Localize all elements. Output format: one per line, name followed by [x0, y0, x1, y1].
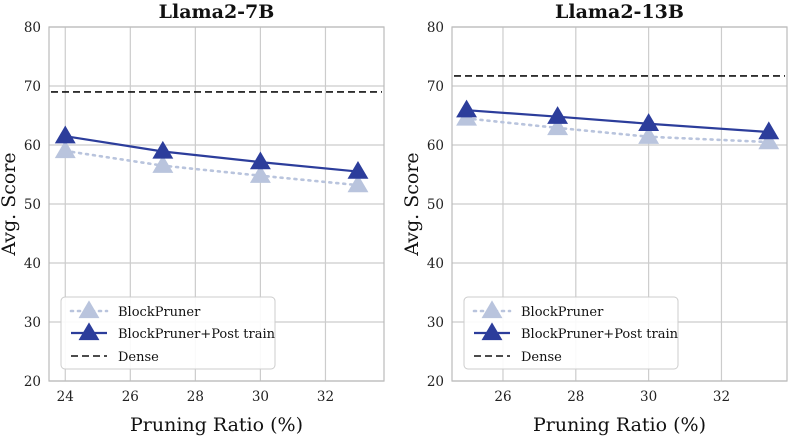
legend-marker-blockpruner	[78, 300, 100, 319]
legend-label-blockpruner: BlockPruner	[118, 305, 201, 320]
x-tick-label: 24	[57, 389, 74, 405]
point-blockpruner-post-train	[456, 99, 478, 118]
point-blockpruner	[347, 174, 369, 193]
chart-panel-2: 20 30 40 50 60 70 80 26 28 30 32 Llama2-13B Pruning …	[401, 1, 788, 436]
plot-frame	[48, 26, 385, 382]
y-tick-label: 50	[24, 197, 41, 213]
legend-box	[463, 296, 679, 370]
x-tick-label: 30	[252, 389, 269, 405]
x-axis-label: Pruning Ratio (%)	[130, 414, 303, 436]
legend-label-dense: Dense	[521, 350, 562, 365]
y-tick-label: 30	[427, 315, 444, 331]
legend-label-blockpruner: BlockPruner	[521, 305, 604, 320]
series-line-blockpruner-post-train	[64, 135, 360, 173]
y-tick-label: 20	[24, 374, 41, 390]
legend: BlockPruner BlockPruner+Post train Dense	[60, 296, 276, 370]
point-blockpruner-post-train	[249, 151, 271, 170]
legend-marker-blockpruner	[481, 300, 503, 319]
legend-label-blockpruner-post-train: BlockPruner+Post train	[521, 327, 679, 342]
point-blockpruner-post-train	[347, 160, 369, 179]
chart-panel-1: 20 30 40 50 60 70 80 24 26 28 30 32 Llama2-7B Pruning…	[0, 1, 385, 436]
y-tick-label: 60	[427, 138, 444, 154]
y-tick-label: 50	[427, 197, 444, 213]
point-blockpruner-post-train	[547, 106, 569, 124]
x-tick-label: 26	[494, 389, 511, 405]
point-blockpruner-post-train	[54, 125, 76, 144]
y-tick-label: 80	[24, 20, 41, 36]
x-tick-label: 30	[640, 389, 657, 405]
legend: BlockPruner BlockPruner+Post train Dense	[463, 296, 679, 370]
x-tick-label: 32	[713, 389, 730, 405]
plot-frame	[451, 26, 788, 382]
y-tick-label: 70	[24, 79, 41, 95]
x-tick-label: 26	[122, 389, 139, 405]
point-blockpruner	[249, 165, 271, 183]
chart-title: Llama2-7B	[159, 1, 275, 23]
point-blockpruner-post-train	[758, 121, 780, 140]
x-axis-label: Pruning Ratio (%)	[533, 414, 706, 436]
legend-marker-blockpruner-post-train	[481, 322, 503, 341]
legend-marker-blockpruner-post-train	[78, 322, 100, 341]
point-blockpruner-post-train	[638, 113, 660, 131]
point-blockpruner	[758, 131, 780, 150]
chart-title: Llama2-13B	[555, 1, 684, 23]
y-tick-label: 30	[24, 315, 41, 331]
series-line-blockpruner	[63, 149, 360, 187]
x-tick-label: 28	[187, 389, 204, 405]
legend-label-dense: Dense	[118, 350, 159, 365]
y-axis-label: Avg. Score	[401, 152, 423, 256]
point-blockpruner	[638, 126, 660, 144]
point-blockpruner	[152, 155, 174, 173]
y-tick-label: 40	[427, 256, 444, 272]
y-axis-label: Avg. Score	[0, 152, 20, 256]
point-blockpruner	[547, 117, 569, 136]
point-blockpruner	[54, 140, 76, 159]
legend-label-blockpruner-post-train: BlockPruner+Post train	[118, 327, 276, 342]
y-tick-label: 20	[427, 374, 444, 390]
series-line-blockpruner-post-train	[465, 109, 770, 134]
point-blockpruner-post-train	[152, 140, 174, 159]
y-tick-label: 80	[427, 20, 444, 36]
legend-box	[60, 296, 276, 370]
y-tick-label: 60	[24, 138, 41, 154]
x-tick-label: 32	[317, 389, 334, 405]
y-tick-label: 70	[427, 79, 444, 95]
x-tick-label: 28	[567, 389, 584, 405]
y-tick-label: 40	[24, 256, 41, 272]
